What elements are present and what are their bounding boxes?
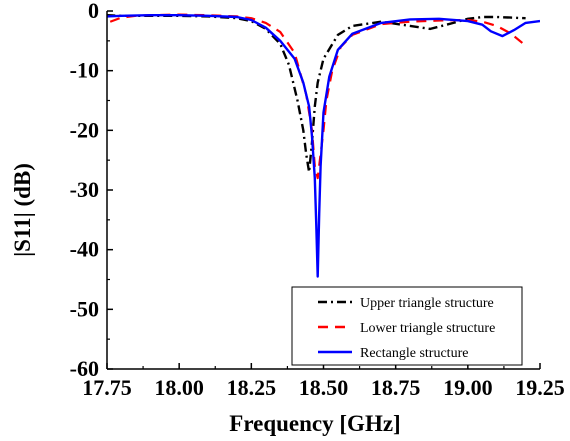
y-tick-label: -40 bbox=[70, 237, 99, 262]
x-tick-label: 18.00 bbox=[154, 375, 204, 400]
upper-triangle-line bbox=[107, 13, 526, 174]
lower-triangle-line bbox=[107, 13, 527, 180]
y-tick-labels: 0 -10 -20 -30 -40 -50 -60 bbox=[70, 0, 99, 381]
x-tick-labels: 17.75 18.00 18.25 18.50 18.75 19.00 19.25 bbox=[82, 375, 565, 400]
x-axis-title: Frequency [GHz] bbox=[229, 411, 400, 436]
y-tick-label: -20 bbox=[70, 117, 99, 142]
legend-entry-lower-triangle: Lower triangle structure bbox=[360, 321, 495, 336]
legend: Upper triangle structure Lower triangle s… bbox=[291, 286, 523, 366]
y-tick-label: -50 bbox=[70, 296, 99, 321]
y-tick-label: 0 bbox=[88, 0, 99, 23]
x-tick-label: 18.25 bbox=[227, 375, 277, 400]
legend-entry-upper-triangle: Upper triangle structure bbox=[360, 296, 494, 311]
y-axis-title: |S11| (dB) bbox=[10, 163, 35, 257]
legend-entry-rectangle: Rectangle structure bbox=[360, 346, 468, 361]
series-layer bbox=[107, 13, 540, 278]
y-axis-ticks bbox=[107, 10, 113, 370]
x-tick-label: 19.00 bbox=[443, 375, 493, 400]
x-tick-label: 19.25 bbox=[515, 375, 565, 400]
y-tick-label: -10 bbox=[70, 58, 99, 83]
y-tick-label: -60 bbox=[70, 356, 99, 381]
x-tick-label: 18.50 bbox=[299, 375, 349, 400]
x-tick-label: 18.75 bbox=[371, 375, 421, 400]
y-tick-label: -30 bbox=[70, 177, 99, 202]
rectangle-line bbox=[107, 14, 540, 278]
x-tick-label: 17.75 bbox=[82, 375, 132, 400]
